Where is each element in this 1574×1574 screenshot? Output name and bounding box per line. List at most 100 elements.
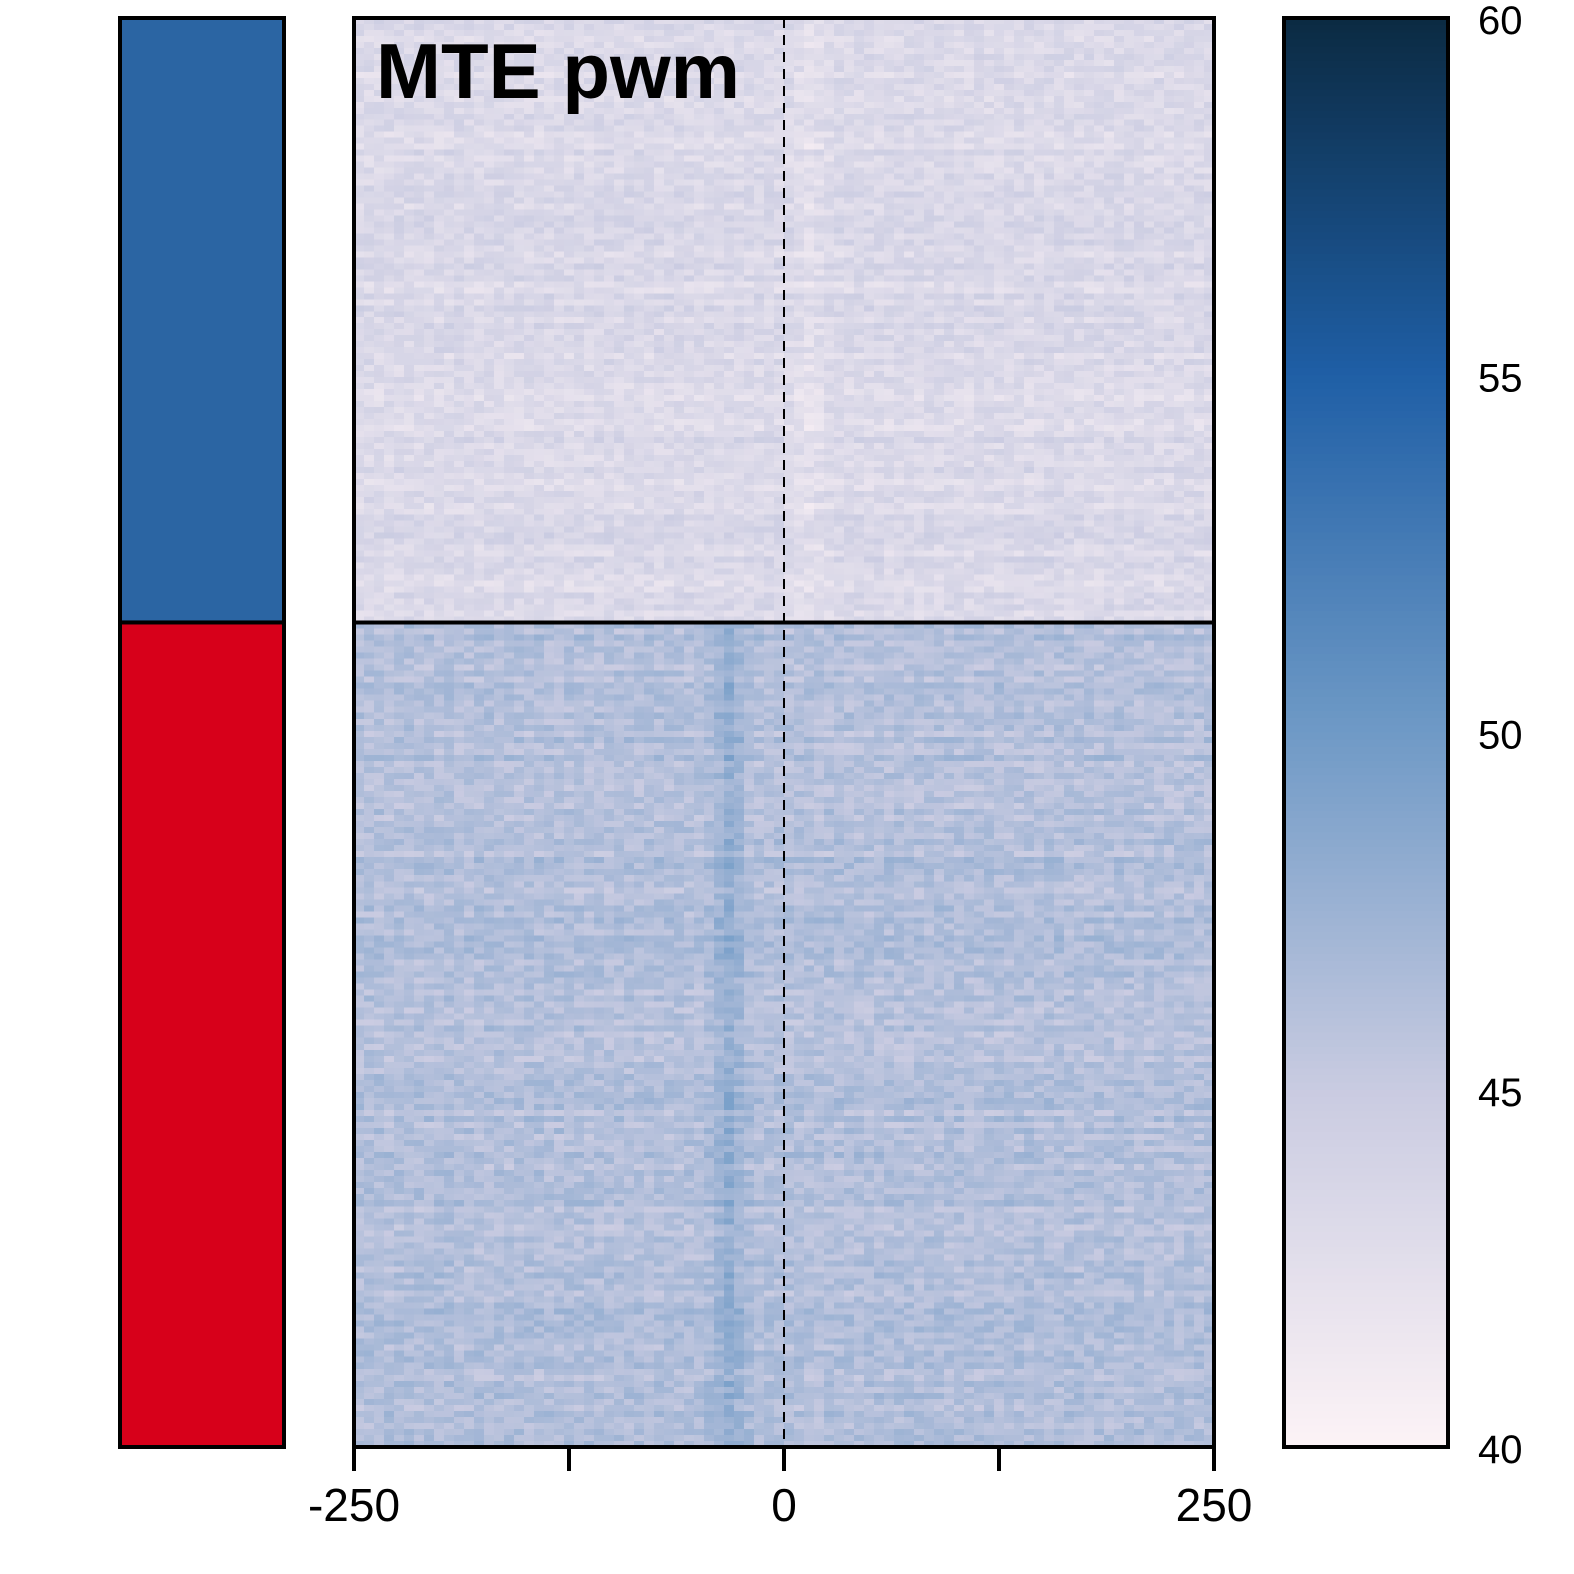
heatmap-cell xyxy=(604,173,615,181)
heatmap-cell xyxy=(614,281,625,288)
heatmap-cell xyxy=(1164,83,1175,91)
heatmap-cell xyxy=(914,179,925,187)
heatmap-cell xyxy=(994,95,1005,103)
heatmap-cell xyxy=(454,263,465,270)
heatmap-cell xyxy=(1064,77,1075,85)
heatmap-cell xyxy=(454,215,465,223)
heatmap-cell xyxy=(544,221,555,229)
heatmap-cell xyxy=(1134,323,1145,330)
heatmap-cell xyxy=(494,101,505,109)
heatmap-cell xyxy=(784,125,795,133)
heatmap-cell xyxy=(464,101,475,109)
heatmap-cell xyxy=(734,359,745,366)
heatmap-cell xyxy=(1004,113,1015,121)
heatmap-cell xyxy=(744,269,755,276)
heatmap-cell xyxy=(654,53,665,61)
heatmap-cell xyxy=(884,293,895,300)
heatmap-cell xyxy=(1144,149,1155,157)
heatmap-cell xyxy=(1114,347,1125,354)
heatmap-cell xyxy=(694,107,705,115)
heatmap-cell xyxy=(634,311,645,318)
heatmap-cell xyxy=(554,257,565,264)
heatmap-cell xyxy=(384,65,395,73)
heatmap-cell xyxy=(464,245,475,252)
heatmap-cell xyxy=(734,101,745,109)
heatmap-cell xyxy=(474,113,485,121)
heatmap-cell xyxy=(694,233,705,241)
heatmap-cell xyxy=(934,233,945,241)
heatmap-cell xyxy=(1194,233,1205,241)
heatmap-cell xyxy=(384,197,395,205)
heatmap-cell xyxy=(664,161,675,169)
heatmap-cell xyxy=(1044,119,1055,127)
heatmap-cell xyxy=(1124,179,1135,187)
heatmap-cell xyxy=(724,353,735,360)
heatmap-cell xyxy=(614,227,625,235)
heatmap-cell xyxy=(754,251,765,258)
heatmap-cell xyxy=(384,113,395,121)
heatmap-cell xyxy=(954,299,965,306)
heatmap-cell xyxy=(704,29,715,37)
heatmap-cell xyxy=(1064,143,1075,151)
heatmap-cell xyxy=(404,227,415,235)
heatmap-cell xyxy=(604,269,615,276)
heatmap-cell xyxy=(384,167,395,175)
heatmap-cell xyxy=(824,215,835,223)
heatmap-cell xyxy=(544,275,555,282)
heatmap-cell xyxy=(484,41,495,49)
heatmap-cell xyxy=(964,257,975,264)
heatmap-cell xyxy=(1134,335,1145,342)
heatmap-cell xyxy=(664,245,675,252)
heatmap-cell xyxy=(874,107,885,115)
heatmap-cell xyxy=(574,119,585,127)
heatmap-cell xyxy=(874,335,885,342)
heatmap-cell xyxy=(1064,119,1075,127)
heatmap-cell xyxy=(1054,149,1065,157)
heatmap-cell xyxy=(1134,173,1145,181)
heatmap-cell xyxy=(594,83,605,91)
heatmap-cell xyxy=(884,191,895,199)
heatmap-cell xyxy=(1034,203,1045,211)
heatmap-cell xyxy=(1204,221,1215,229)
heatmap-cell xyxy=(884,185,895,193)
heatmap-cell xyxy=(754,245,765,252)
heatmap-cell xyxy=(864,263,875,270)
heatmap-cell xyxy=(1014,353,1025,360)
heatmap-cell xyxy=(984,179,995,187)
heatmap-cell xyxy=(534,263,545,270)
heatmap-cell xyxy=(984,317,995,324)
heatmap-cell xyxy=(584,263,595,270)
heatmap-cell xyxy=(884,29,895,37)
heatmap-cell xyxy=(1044,59,1055,67)
heatmap-cell xyxy=(754,287,765,294)
heatmap-cell xyxy=(1184,317,1195,324)
heatmap-cell xyxy=(1084,275,1095,282)
heatmap-cell xyxy=(464,173,475,181)
heatmap-cell xyxy=(634,251,645,258)
heatmap-cell xyxy=(664,293,675,300)
heatmap-cell xyxy=(764,113,775,121)
heatmap-cell xyxy=(384,71,395,79)
heatmap-cell xyxy=(574,173,585,181)
heatmap-cell xyxy=(1154,65,1165,73)
heatmap-cell xyxy=(834,95,845,103)
heatmap-cell xyxy=(484,167,495,175)
heatmap-cell xyxy=(534,209,545,217)
heatmap-cell xyxy=(1054,131,1065,139)
heatmap-cell xyxy=(544,191,555,199)
heatmap-cell xyxy=(994,245,1005,252)
heatmap-cell xyxy=(764,197,775,205)
heatmap-cell xyxy=(724,113,735,121)
heatmap-cell xyxy=(804,35,815,43)
heatmap-cell xyxy=(904,227,915,235)
heatmap-cell xyxy=(404,95,415,103)
heatmap-cell xyxy=(1204,77,1215,85)
heatmap-cell xyxy=(394,41,405,49)
heatmap-cell xyxy=(774,245,785,252)
heatmap-cell xyxy=(1114,173,1125,181)
heatmap-cell xyxy=(1004,269,1015,276)
heatmap-cell xyxy=(1194,119,1205,127)
heatmap-cell xyxy=(724,71,735,79)
heatmap-cell xyxy=(464,125,475,133)
heatmap-cell xyxy=(814,347,825,354)
